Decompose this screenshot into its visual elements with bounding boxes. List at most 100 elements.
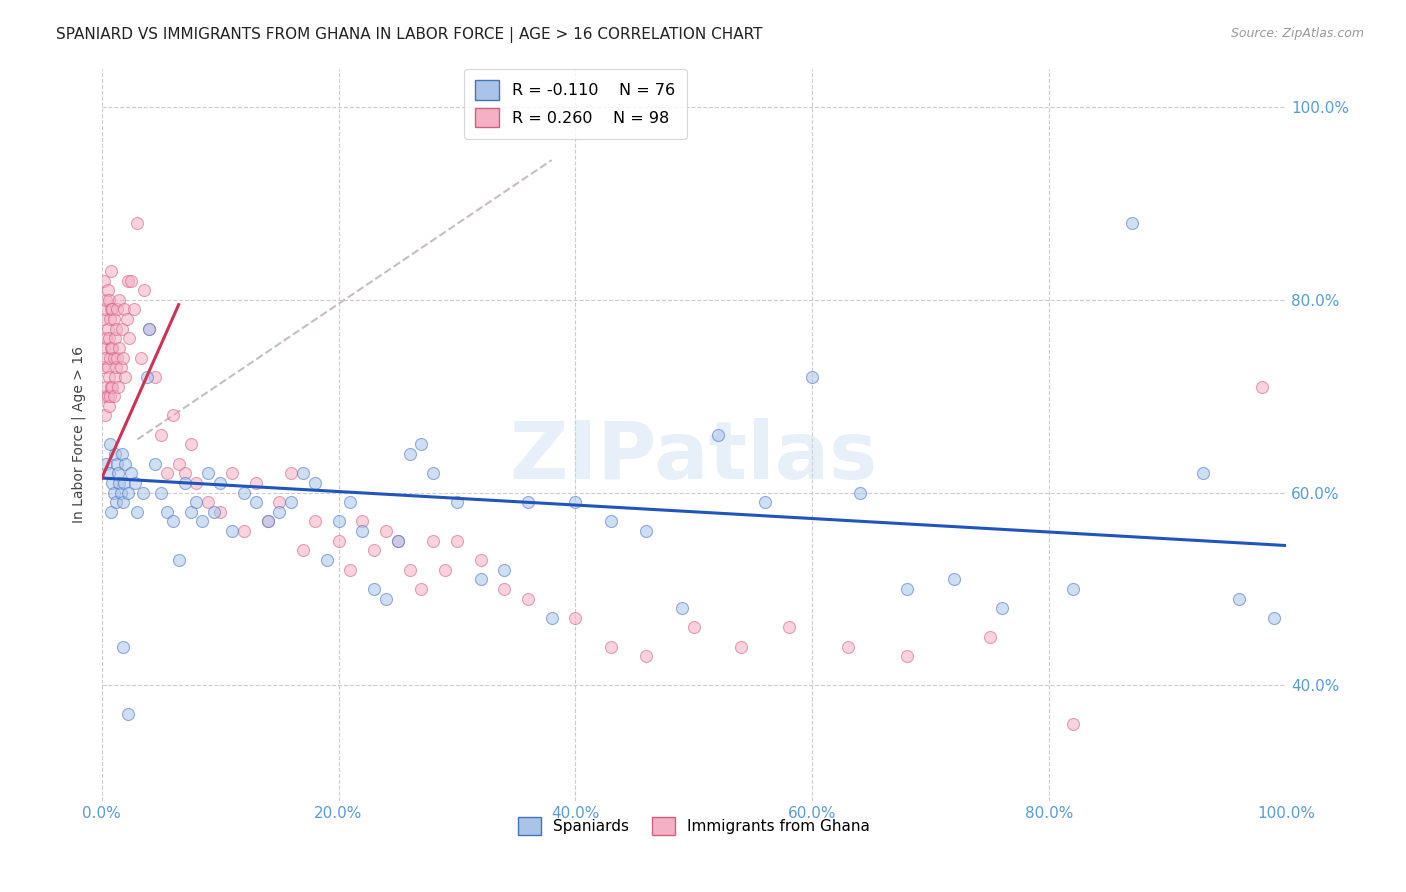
Immigrants from Ghana — [96, 293, 118, 307]
Immigrants from Ghana — [103, 389, 125, 403]
Immigrants from Ghana — [387, 533, 409, 548]
Immigrants from Ghana — [636, 649, 658, 664]
Immigrants from Ghana — [107, 379, 129, 393]
Immigrants from Ghana — [221, 467, 243, 481]
Spaniards — [117, 707, 139, 722]
Spaniards — [1227, 591, 1250, 606]
Immigrants from Ghana — [112, 351, 135, 365]
Spaniards — [339, 495, 361, 509]
Legend: Spaniards, Immigrants from Ghana: Spaniards, Immigrants from Ghana — [509, 807, 879, 845]
Spaniards — [398, 447, 420, 461]
Spaniards — [671, 601, 693, 615]
Spaniards — [97, 467, 120, 481]
Immigrants from Ghana — [110, 360, 132, 375]
Spaniards — [107, 467, 129, 481]
Immigrants from Ghana — [117, 273, 139, 287]
Immigrants from Ghana — [127, 216, 149, 230]
Spaniards — [896, 582, 918, 596]
Spaniards — [801, 370, 824, 384]
Immigrants from Ghana — [98, 351, 121, 365]
Immigrants from Ghana — [104, 321, 127, 335]
Spaniards — [636, 524, 658, 538]
Immigrants from Ghana — [446, 533, 468, 548]
Immigrants from Ghana — [91, 360, 114, 375]
Immigrants from Ghana — [398, 563, 420, 577]
Spaniards — [304, 475, 326, 490]
Immigrants from Ghana — [156, 467, 179, 481]
Spaniards — [197, 467, 219, 481]
Spaniards — [1192, 467, 1215, 481]
Spaniards — [112, 640, 135, 654]
Immigrants from Ghana — [100, 341, 122, 355]
Spaniards — [96, 457, 118, 471]
Immigrants from Ghana — [94, 409, 117, 423]
Immigrants from Ghana — [896, 649, 918, 664]
Immigrants from Ghana — [112, 302, 135, 317]
Spaniards — [138, 321, 160, 335]
Immigrants from Ghana — [682, 620, 704, 634]
Immigrants from Ghana — [118, 331, 141, 345]
Spaniards — [221, 524, 243, 538]
Spaniards — [245, 495, 267, 509]
Immigrants from Ghana — [494, 582, 516, 596]
Spaniards — [446, 495, 468, 509]
Immigrants from Ghana — [103, 312, 125, 326]
Spaniards — [352, 524, 374, 538]
Immigrants from Ghana — [352, 515, 374, 529]
Spaniards — [120, 467, 142, 481]
Immigrants from Ghana — [434, 563, 457, 577]
Spaniards — [256, 515, 278, 529]
Immigrants from Ghana — [209, 505, 232, 519]
Spaniards — [1263, 611, 1285, 625]
Immigrants from Ghana — [122, 302, 145, 317]
Y-axis label: In Labor Force | Age > 16: In Labor Force | Age > 16 — [72, 346, 86, 524]
Immigrants from Ghana — [180, 437, 202, 451]
Immigrants from Ghana — [374, 524, 396, 538]
Immigrants from Ghana — [108, 341, 131, 355]
Spaniards — [124, 475, 146, 490]
Immigrants from Ghana — [837, 640, 859, 654]
Immigrants from Ghana — [103, 351, 125, 365]
Immigrants from Ghana — [149, 427, 172, 442]
Immigrants from Ghana — [97, 293, 120, 307]
Spaniards — [754, 495, 776, 509]
Spaniards — [100, 505, 122, 519]
Immigrants from Ghana — [256, 515, 278, 529]
Spaniards — [328, 515, 350, 529]
Immigrants from Ghana — [96, 331, 118, 345]
Spaniards — [422, 467, 444, 481]
Spaniards — [848, 485, 870, 500]
Immigrants from Ghana — [114, 370, 136, 384]
Immigrants from Ghana — [134, 283, 156, 297]
Immigrants from Ghana — [339, 563, 361, 577]
Immigrants from Ghana — [564, 611, 586, 625]
Immigrants from Ghana — [94, 302, 117, 317]
Immigrants from Ghana — [245, 475, 267, 490]
Immigrants from Ghana — [304, 515, 326, 529]
Immigrants from Ghana — [93, 341, 115, 355]
Spaniards — [104, 495, 127, 509]
Spaniards — [363, 582, 385, 596]
Immigrants from Ghana — [778, 620, 800, 634]
Spaniards — [105, 457, 128, 471]
Spaniards — [191, 515, 214, 529]
Immigrants from Ghana — [97, 321, 120, 335]
Immigrants from Ghana — [411, 582, 433, 596]
Spaniards — [494, 563, 516, 577]
Immigrants from Ghana — [97, 331, 120, 345]
Immigrants from Ghana — [600, 640, 623, 654]
Spaniards — [108, 475, 131, 490]
Spaniards — [110, 485, 132, 500]
Immigrants from Ghana — [1251, 379, 1274, 393]
Spaniards — [1121, 216, 1143, 230]
Spaniards — [202, 505, 225, 519]
Text: ZIPatlas: ZIPatlas — [510, 417, 877, 496]
Immigrants from Ghana — [115, 312, 138, 326]
Immigrants from Ghana — [101, 379, 124, 393]
Immigrants from Ghana — [97, 389, 120, 403]
Immigrants from Ghana — [292, 543, 315, 558]
Immigrants from Ghana — [98, 389, 121, 403]
Immigrants from Ghana — [138, 321, 160, 335]
Immigrants from Ghana — [120, 273, 142, 287]
Immigrants from Ghana — [105, 302, 128, 317]
